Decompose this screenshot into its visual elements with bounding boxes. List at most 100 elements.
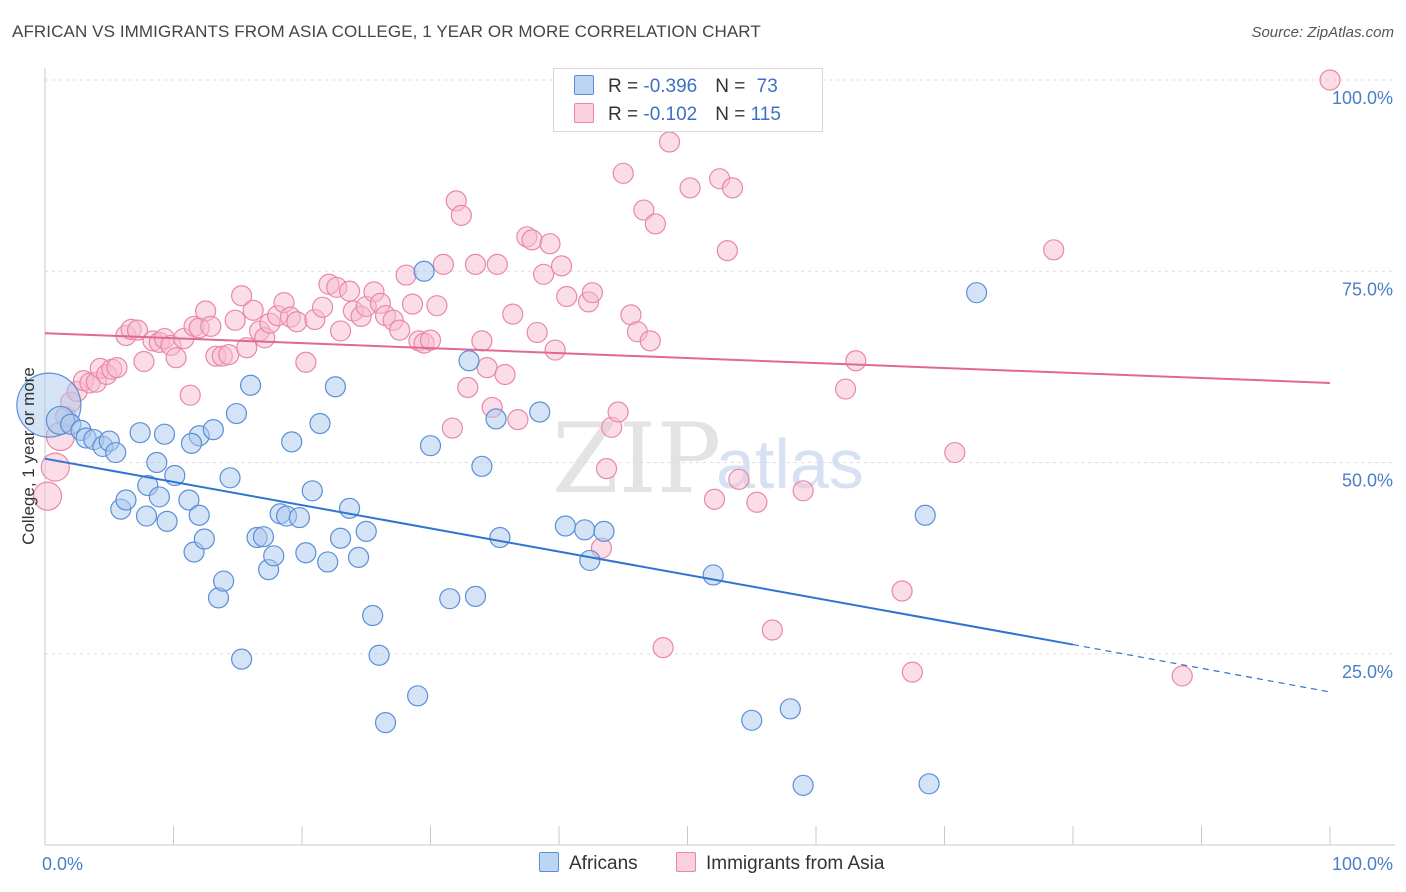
legend-n-value: 73 — [756, 76, 778, 97]
point-asia — [761, 619, 783, 641]
point-asia — [432, 253, 454, 275]
point-africans — [178, 489, 200, 511]
point-asia — [679, 177, 701, 199]
legend-r-value: -0.102 — [643, 104, 698, 125]
point-asia — [1043, 239, 1065, 261]
series-asia-points — [32, 69, 1341, 687]
x-tick-label-min: 0.0% — [42, 854, 83, 874]
point-africans — [347, 546, 370, 568]
point-africans — [180, 432, 203, 454]
point-asia — [236, 337, 258, 359]
point-africans — [741, 709, 763, 731]
point-africans — [135, 505, 158, 527]
point-asia — [329, 320, 352, 342]
point-asia — [40, 452, 70, 482]
point-asia — [834, 378, 857, 400]
point-asia — [1319, 69, 1341, 91]
point-asia — [32, 481, 63, 511]
point-africans — [529, 401, 551, 423]
legend-label-africans: Africans — [569, 853, 638, 874]
point-africans — [407, 685, 429, 707]
point-asia — [179, 384, 201, 406]
series-legend: Africans Immigrants from Asia — [0, 852, 1406, 878]
point-asia — [450, 204, 472, 227]
legend-item-asia: Immigrants from Asia — [676, 852, 884, 875]
point-asia — [1171, 665, 1193, 687]
trend-line-asia — [44, 332, 1331, 384]
point-africans — [439, 588, 461, 610]
legend-label-asia: Immigrants from Asia — [706, 853, 885, 874]
legend-swatch-africans — [574, 75, 594, 95]
legend-swatch-africans — [539, 852, 559, 872]
point-asia — [633, 199, 655, 221]
point-africans — [202, 419, 224, 441]
y-tick-label: 25.0% — [1342, 662, 1393, 682]
point-africans — [240, 374, 262, 396]
point-africans — [105, 441, 127, 464]
point-africans — [914, 504, 936, 526]
point-africans — [225, 402, 248, 425]
point-asia — [401, 293, 424, 315]
point-asia — [612, 162, 634, 184]
point-africans — [918, 773, 940, 795]
trend-line-africans — [44, 457, 1074, 646]
point-asia — [486, 253, 508, 275]
point-asia — [218, 344, 240, 366]
point-asia — [126, 319, 149, 341]
point-africans — [702, 564, 724, 586]
x-tick-label-max: 100.0% — [1332, 854, 1393, 874]
point-africans — [301, 480, 323, 502]
point-africans — [485, 408, 507, 430]
legend-n-label: N = — [715, 104, 751, 125]
legend-swatch-asia — [676, 852, 696, 872]
point-africans — [458, 350, 480, 372]
point-africans — [792, 774, 814, 796]
point-asia — [395, 264, 417, 286]
trend-line-africans-extension — [1072, 643, 1331, 693]
point-asia — [658, 131, 681, 153]
point-africans — [355, 520, 377, 542]
point-asia — [607, 401, 629, 423]
legend-r-label: R = — [608, 104, 644, 125]
point-asia — [419, 329, 442, 351]
point-africans — [188, 504, 210, 526]
point-africans — [263, 545, 285, 567]
point-africans — [281, 431, 303, 453]
point-asia — [507, 409, 529, 431]
point-asia — [476, 357, 498, 379]
point-africans — [329, 527, 352, 549]
point-asia — [502, 303, 524, 325]
tick-labels: 25.0% 50.0% 75.0% 100.0% 0.0% 100.0% — [42, 88, 1393, 874]
y-tick-label: 75.0% — [1342, 279, 1393, 299]
point-asia — [471, 330, 493, 352]
point-asia — [295, 351, 317, 373]
point-asia — [539, 233, 561, 255]
point-africans — [368, 644, 390, 666]
point-asia — [224, 309, 246, 331]
point-asia — [494, 363, 516, 386]
legend-n-value: 115 — [750, 104, 781, 125]
trend-lines — [44, 332, 1331, 693]
point-asia — [286, 311, 308, 333]
point-africans — [966, 282, 988, 304]
point-asia — [464, 253, 487, 275]
point-asia — [544, 339, 566, 361]
point-africans — [146, 451, 168, 474]
chart-title: AFRICAN VS IMMIGRANTS FROM ASIA COLLEGE,… — [12, 22, 761, 41]
point-asia — [426, 295, 448, 317]
y-axis-label: College, 1 year or more — [19, 367, 38, 545]
point-asia — [639, 330, 661, 352]
legend-row-asia: R = -0.102 N = 115 — [574, 103, 781, 125]
point-asia — [792, 480, 814, 502]
point-africans — [288, 506, 311, 529]
point-africans — [471, 455, 493, 477]
point-asia — [231, 285, 253, 307]
point-asia — [703, 488, 726, 510]
point-africans — [219, 467, 241, 489]
point-asia — [106, 357, 128, 379]
y-tick-label: 50.0% — [1342, 471, 1393, 491]
legend-r-value: -0.396 — [643, 76, 698, 97]
point-asia — [891, 580, 913, 602]
point-asia — [652, 637, 674, 659]
